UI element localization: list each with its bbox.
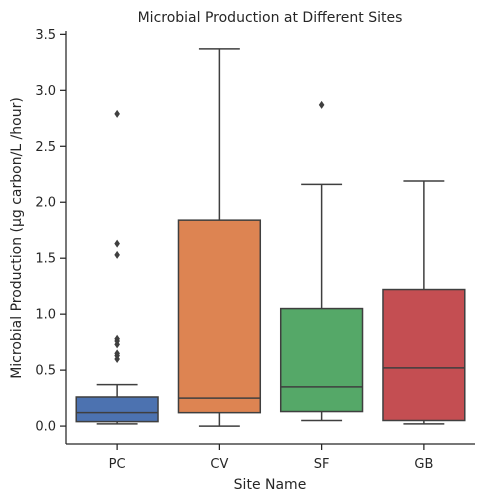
x-tick-label: GB xyxy=(414,457,433,472)
y-tick-label: 3.5 xyxy=(35,28,56,43)
x-tick-label: CV xyxy=(210,457,228,472)
chart-title: Microbial Production at Different Sites xyxy=(138,10,403,26)
box-group-pc xyxy=(75,109,159,425)
y-tick-label: 1.5 xyxy=(35,252,56,267)
y-tick-label: 3.0 xyxy=(35,84,56,99)
box-group-cv xyxy=(177,48,262,427)
box-pc xyxy=(75,396,159,423)
outlier-point xyxy=(114,109,120,118)
y-tick-label: 0.0 xyxy=(35,420,56,435)
x-axis: PC CV SF GB xyxy=(66,443,475,472)
outlier-point xyxy=(114,250,120,259)
box-cv xyxy=(177,219,262,414)
box-group-gb xyxy=(382,180,466,425)
x-axis-label: Site Name xyxy=(234,477,307,493)
x-tick-label: SF xyxy=(314,457,330,472)
plot-area xyxy=(75,48,466,427)
box-group-sf xyxy=(279,100,364,422)
y-tick-label: 1.0 xyxy=(35,308,56,323)
outlier-point xyxy=(114,334,120,343)
box-gb xyxy=(382,288,466,422)
x-tick-label: PC xyxy=(109,457,126,472)
outlier-point xyxy=(114,349,120,358)
y-axis: 0.0 0.5 1.0 1.5 2.0 2.5 3.0 3.5 xyxy=(35,28,67,444)
y-axis-label: Microbial Production (µg carbon/L /hour) xyxy=(9,97,25,379)
outlier-point xyxy=(318,100,325,109)
outlier-point xyxy=(114,239,120,248)
y-tick-label: 2.5 xyxy=(35,140,56,155)
y-tick-label: 2.0 xyxy=(35,196,56,211)
box-sf xyxy=(279,307,364,413)
y-tick-label: 0.5 xyxy=(35,364,56,379)
